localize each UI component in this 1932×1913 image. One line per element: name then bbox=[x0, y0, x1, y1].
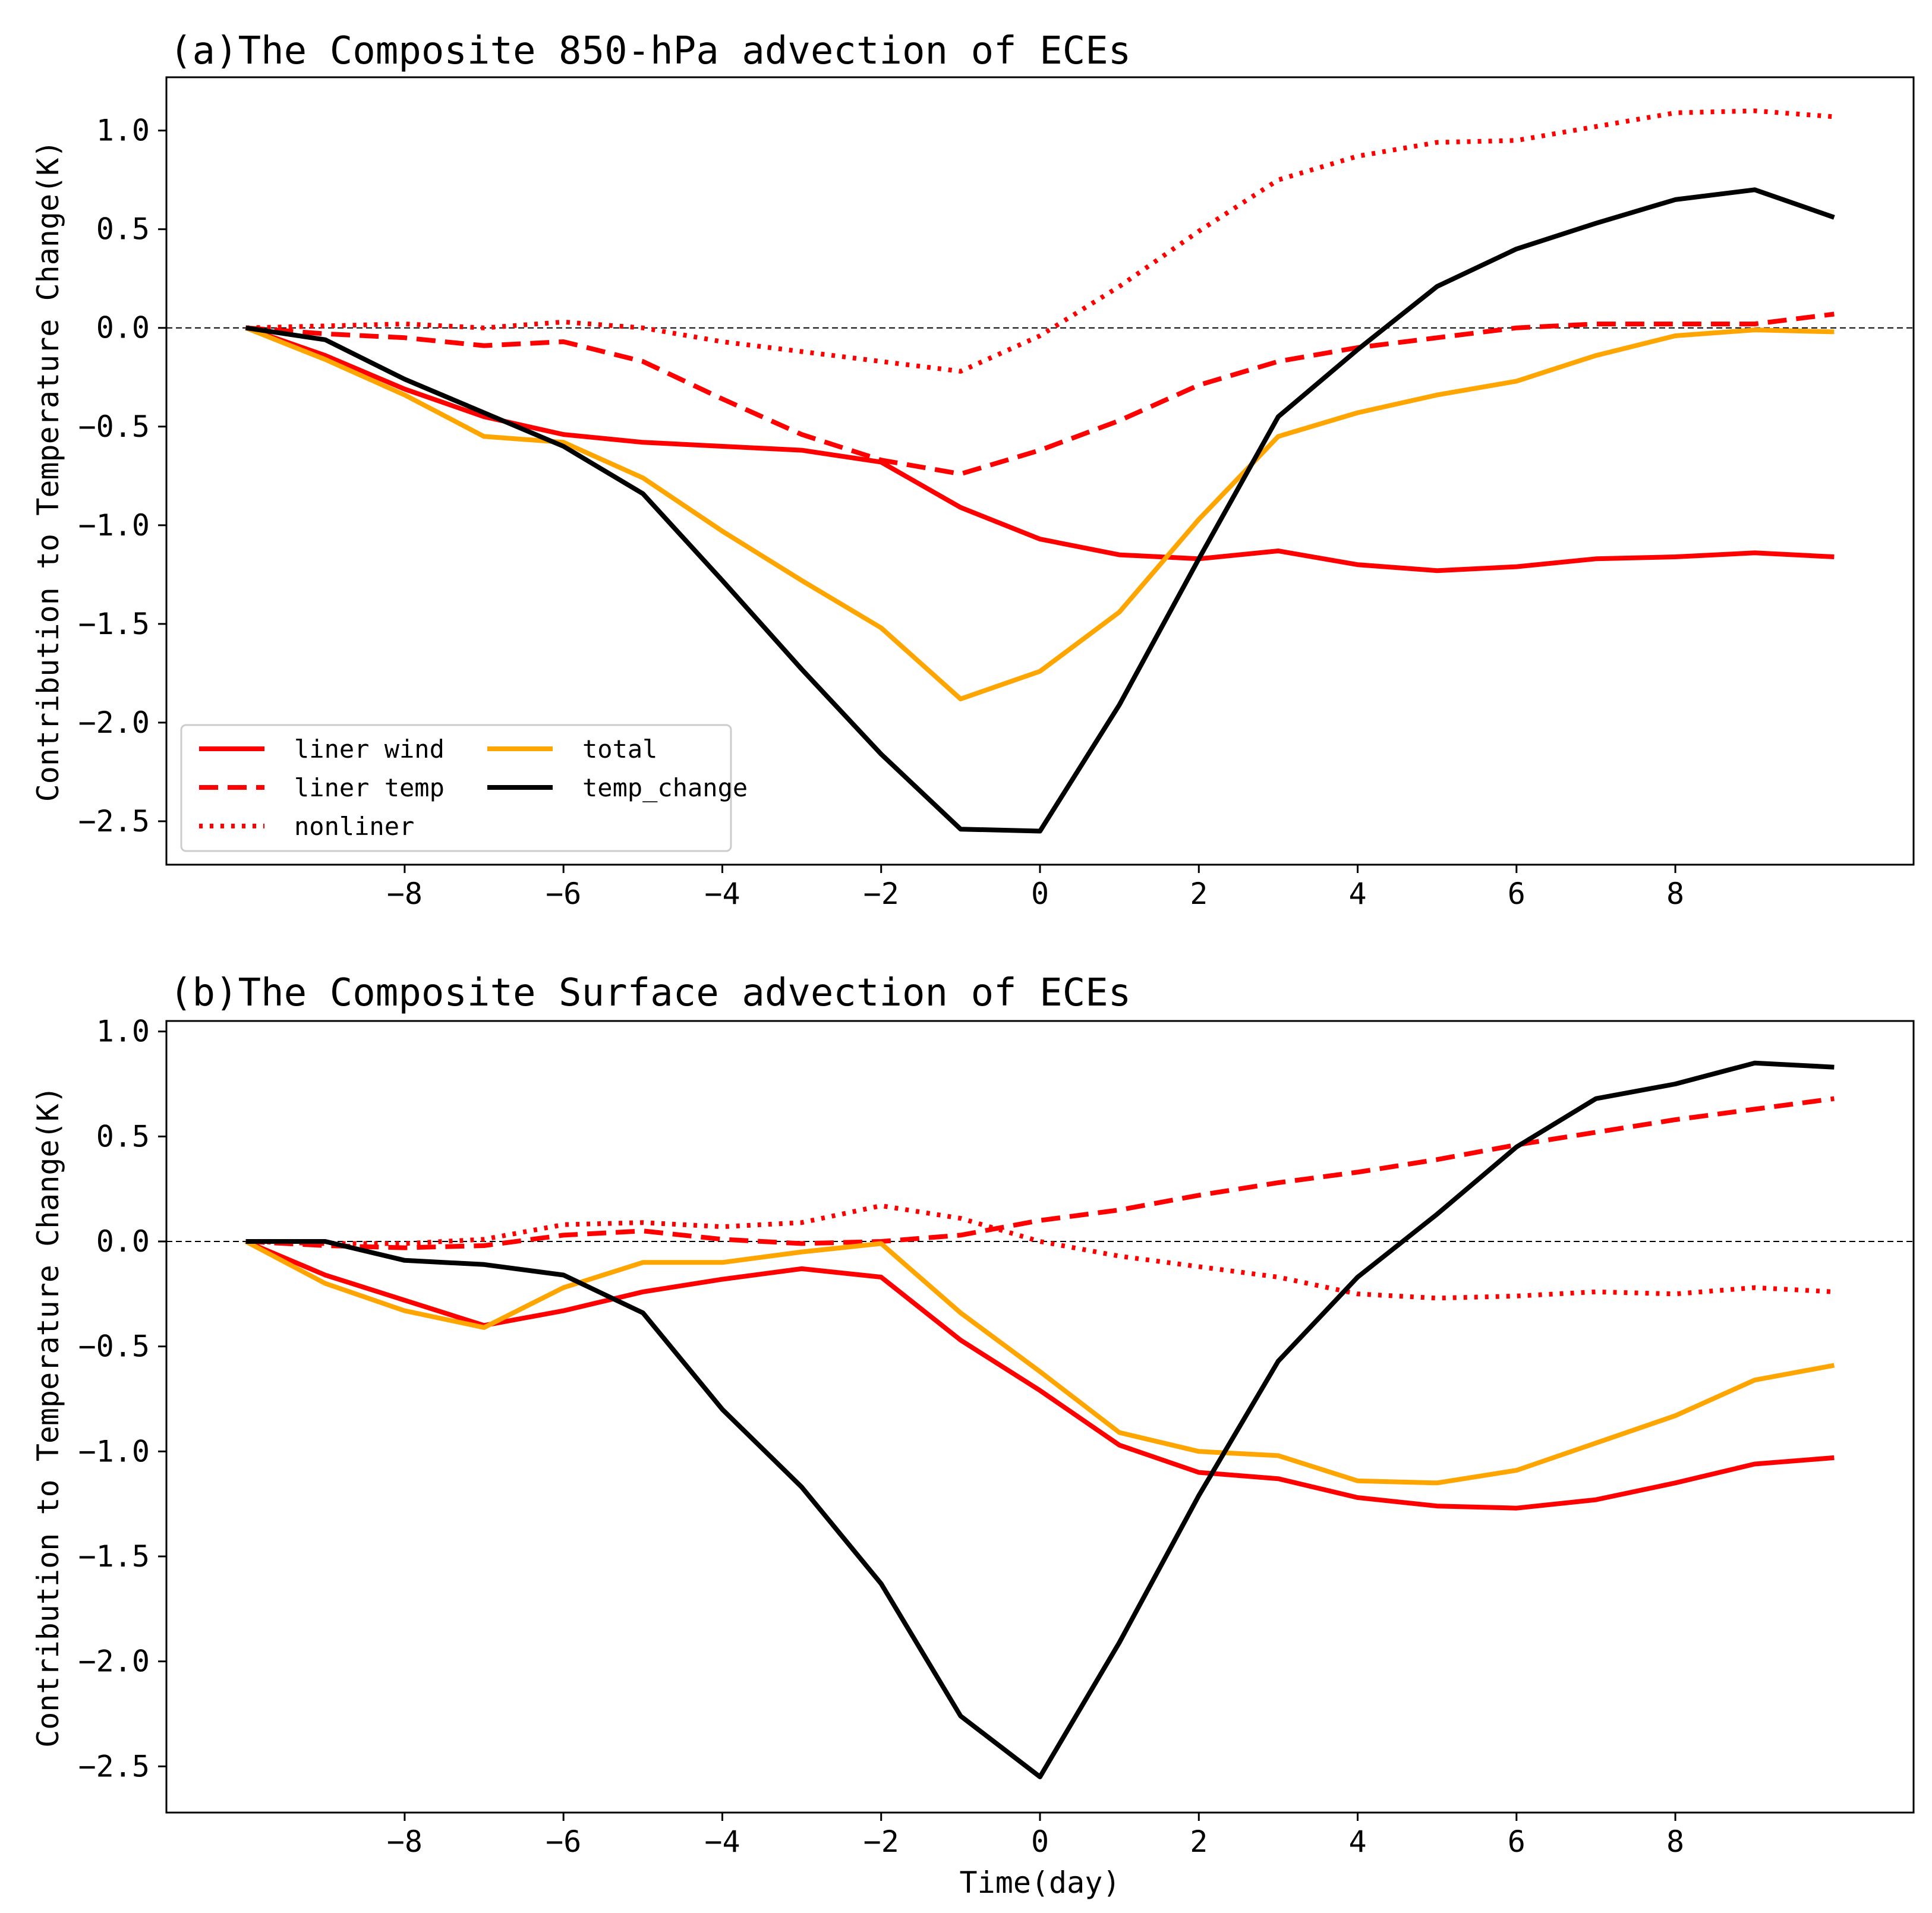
x-tick-label: 0 bbox=[1031, 877, 1049, 911]
series-line-temp-change bbox=[245, 1060, 1835, 1779]
x-ticks: −8 −6 −4 −2 0 2 4 6 8 bbox=[387, 865, 1684, 911]
series-line-temp-change bbox=[245, 187, 1835, 834]
x-tick-label: 6 bbox=[1508, 877, 1526, 911]
x-axis-label: Time(day) bbox=[960, 1865, 1121, 1900]
y-tick-label: −0.5 bbox=[78, 409, 150, 444]
legend-label: nonliner bbox=[294, 812, 414, 841]
series-line-liner-wind bbox=[245, 325, 1835, 573]
y-tick-label: 0.0 bbox=[96, 1224, 150, 1259]
y-axis-label: Contribution to Temperature Change(K) bbox=[31, 1086, 65, 1748]
series-line-liner-temp bbox=[245, 311, 1835, 477]
legend-box bbox=[180, 724, 732, 852]
x-tick-label: −8 bbox=[387, 1824, 423, 1859]
legend-label: total bbox=[582, 735, 657, 764]
series-line-nonliner bbox=[245, 1203, 1835, 1301]
series-line-total bbox=[245, 325, 1835, 702]
x-tick-label: 2 bbox=[1190, 877, 1208, 911]
series-line-total bbox=[244, 1239, 1835, 1486]
legend: liner wind liner temp nonliner total temp_ch… bbox=[180, 724, 748, 852]
y-tick-label: 0.5 bbox=[96, 212, 150, 247]
y-ticks: −2.5 −2.0 −1.5 −1.0 −0.5 0.0 0.5 1.0 bbox=[78, 1014, 166, 1783]
x-tick-label: 8 bbox=[1666, 877, 1684, 911]
series-line-liner-temp bbox=[245, 1096, 1835, 1250]
y-tick-label: −2.5 bbox=[78, 804, 150, 839]
y-tick-label: −1.0 bbox=[78, 508, 150, 543]
y-tick-label: −1.5 bbox=[78, 1539, 150, 1574]
x-tick-label: −8 bbox=[387, 877, 423, 911]
legend-label: liner wind bbox=[294, 735, 445, 764]
y-tick-label: −1.5 bbox=[78, 607, 150, 641]
y-tick-label: −1.0 bbox=[78, 1434, 150, 1468]
x-tick-label: −2 bbox=[863, 877, 899, 911]
y-tick-label: 1.0 bbox=[96, 1014, 150, 1049]
x-tick-label: −4 bbox=[704, 877, 740, 911]
legend-label: temp_change bbox=[582, 773, 748, 802]
x-tick-label: 6 bbox=[1508, 1824, 1526, 1859]
y-tick-label: 0.0 bbox=[96, 311, 150, 345]
y-ticks: −2.5 −2.0 −1.5 −1.0 −0.5 0.0 0.5 1.0 bbox=[78, 114, 166, 839]
y-tick-label: −2.0 bbox=[78, 705, 150, 740]
legend-label: liner temp bbox=[294, 773, 445, 802]
x-tick-label: −4 bbox=[704, 1824, 740, 1859]
series-group bbox=[245, 108, 1835, 834]
x-tick-label: 4 bbox=[1348, 877, 1366, 911]
panel-a: (a)The Composite 850-hPa advection of EC… bbox=[31, 29, 1915, 911]
x-tick-label: −2 bbox=[863, 1824, 899, 1859]
y-tick-label: −0.5 bbox=[78, 1329, 150, 1364]
y-axis-label: Contribution to Temperature Change(K) bbox=[31, 140, 65, 802]
chart-title: (a)The Composite 850-hPa advection of EC… bbox=[169, 29, 1131, 73]
plot-frame bbox=[165, 1020, 1915, 1814]
series-line-nonliner bbox=[245, 108, 1835, 374]
x-tick-label: −6 bbox=[546, 1824, 581, 1859]
y-tick-label: 1.0 bbox=[96, 114, 150, 148]
y-tick-label: −2.0 bbox=[78, 1644, 150, 1679]
y-tick-label: −2.5 bbox=[78, 1749, 150, 1783]
x-tick-label: 4 bbox=[1348, 1824, 1366, 1859]
series-group bbox=[244, 1060, 1835, 1779]
panel-b: (b)The Composite Surface advection of EC… bbox=[31, 971, 1915, 1900]
x-ticks: −8 −6 −4 −2 0 2 4 6 8 bbox=[387, 1813, 1684, 1859]
x-tick-label: 8 bbox=[1666, 1824, 1684, 1859]
x-tick-label: −6 bbox=[546, 877, 581, 911]
chart-title: (b)The Composite Surface advection of EC… bbox=[169, 971, 1131, 1015]
series-line-liner-wind bbox=[245, 1239, 1835, 1511]
y-tick-label: 0.5 bbox=[96, 1119, 150, 1154]
x-tick-label: 2 bbox=[1190, 1824, 1208, 1859]
x-tick-label: 0 bbox=[1031, 1824, 1049, 1859]
